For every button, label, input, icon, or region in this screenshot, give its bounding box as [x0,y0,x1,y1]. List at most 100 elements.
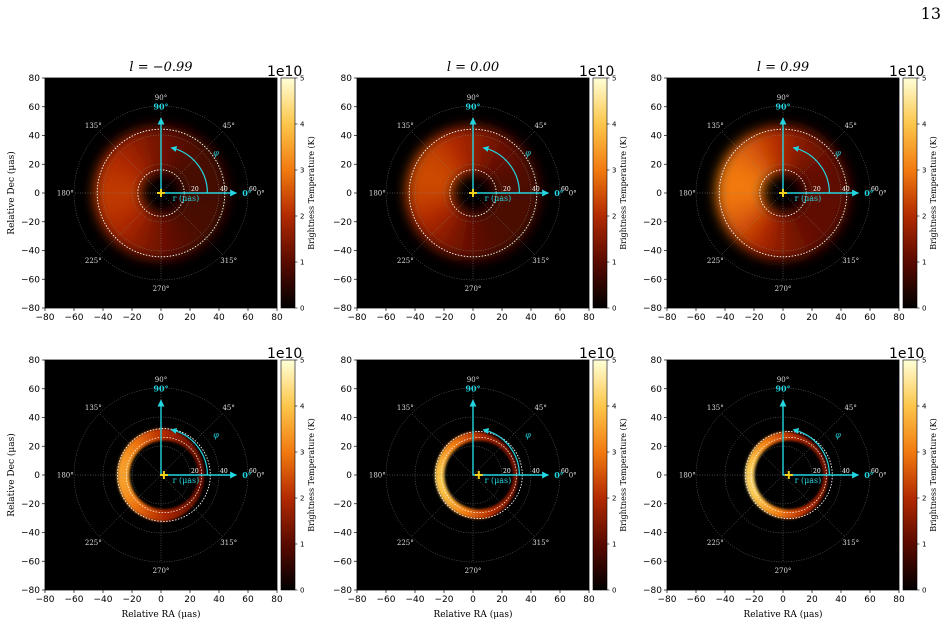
colorbar-tick: 5 [612,357,616,365]
angle-label: 270° [153,567,170,575]
panel-1-1: 90°45°135°180°225°270°315°20 40 60 0°90°0°φ… [333,346,628,620]
y-tick-label: 40 [651,132,663,142]
ring-emission [434,431,518,519]
y-tick-label: 60 [341,103,353,113]
polar-spoke [782,413,845,476]
x-tick-label: −40 [94,313,113,323]
x-tick-label: 0 [158,313,164,323]
panel-0-0: 90°45°135°180°225°270°315°20 40 60 0°90°0°φ… [6,60,316,323]
x-tick-label: 20 [184,313,196,323]
polar-spoke [472,474,535,537]
colorbar-label: Brightness Temperature (K) [929,418,938,532]
x-tick-label: 40 [835,313,847,323]
colorbar-scale: 1e10 [267,64,302,80]
x-tick-label: 60 [554,595,566,605]
angle-label: 135° [397,122,414,130]
colorbar-tick: 3 [612,167,616,175]
colorbar-scale: 1e10 [889,64,924,80]
polar-spoke [160,131,223,194]
y-tick-label: −20 [643,500,662,510]
phi-label: φ [213,430,219,439]
colorbar [902,77,918,309]
colorbar-tick: 1 [612,259,616,267]
colorbar-tick: 2 [922,213,926,221]
right-axis-label: 0° [864,188,874,198]
x-tick-label: −20 [435,313,454,323]
radial-label: 20 [191,468,199,475]
r-label: r (μas) [485,194,512,203]
radial-label: 60 [561,468,569,475]
emission-image: 90° 45° 135° 180° 225° 270° 315° 20 40 60 0° 90° 0° φ… [679,376,887,575]
angle-label: 270° [465,285,482,293]
angle-label-0: 0° [879,472,887,480]
phi-arc [792,145,830,194]
phi-label: φ [213,148,219,157]
y-tick-label: 60 [29,385,41,395]
angle-label: 180° [369,472,386,480]
x-tick-label: −40 [94,595,113,605]
polar-spoke [782,192,845,255]
y-tick-label: 0 [656,471,662,481]
colorbar-tick: 2 [612,213,616,221]
angle-label: 270° [775,285,792,293]
y-tick-label: −60 [333,275,352,285]
y-tick-label: 60 [29,103,41,113]
panels-group: 90°45°135°180°225°270°315°20 40 60 0°90°0°φ… [6,60,938,620]
x-tick-label: −20 [435,595,454,605]
colorbar-tick: 3 [922,167,926,175]
x-tick-label: −40 [716,313,735,323]
angle-label: 225° [85,257,102,265]
colorbar-tick: 1 [612,541,616,549]
colorbar-tick: 5 [300,75,304,83]
y-tick-label: −80 [643,586,662,596]
reference-axes: 90° 0° φ r (μas) [465,384,563,485]
y-tick-label: −20 [333,500,352,510]
y-tick-label: −20 [333,218,352,228]
up-axis-label: 90° [465,102,480,112]
x-tick-label: 0 [470,313,476,323]
colorbar-label: Brightness Temperature (K) [307,136,316,250]
x-tick-label: 40 [525,595,537,605]
x-tick-label: −80 [658,595,677,605]
angle-label: 270° [465,567,482,575]
ring-emission [405,125,541,261]
radial-label: 20 [503,186,511,193]
angle-label: 315° [220,539,237,547]
reference-axes: 90° 0° φ r (μas) [465,102,563,203]
y-tick-label: 0 [34,189,40,199]
right-axis-label: 0° [554,470,564,480]
y-tick-label: 40 [29,132,41,142]
colorbar-tick: 3 [922,449,926,457]
radial-label: 60 [249,186,257,193]
angle-label: 225° [397,539,414,547]
y-tick-label: 60 [651,385,663,395]
radial-label: 40 [532,186,540,193]
angle-label: 315° [842,539,859,547]
x-tick-label: −60 [687,313,706,323]
panel-1-2: 90°45°135°180°225°270°315°20 40 60 0°90°0°φ… [643,346,938,620]
angle-label: 270° [153,285,170,293]
x-tick-label: 20 [184,595,196,605]
colorbar-tick: 0 [612,305,616,313]
y-tick-label: 0 [656,189,662,199]
polar-grid: 90° 45° 135° 180° 225° 270° 315° 20 40 60 0° [369,376,577,575]
y-tick-label: 0 [346,189,352,199]
polar-spoke [160,413,223,476]
emission-image: 90° 45° 135° 180° 225° 270° 315° 20 40 60 0° 90° 0° φ… [57,376,265,575]
y-tick-label: −40 [21,529,40,539]
x-tick-label: 80 [583,595,595,605]
angle-label: 225° [707,539,724,547]
polar-ring [695,387,871,563]
colorbar [902,359,918,591]
panel-title: l = −0.99 [129,60,192,75]
angle-label: 135° [85,122,102,130]
colorbar-tick: 4 [612,121,617,129]
r-label: r (μas) [795,194,822,203]
y-tick-label: −80 [21,304,40,314]
polar-spoke [411,192,474,255]
colorbar-scale: 1e10 [579,64,614,80]
colorbar [280,359,296,591]
x-tick-label: −20 [123,313,142,323]
x-tick-label: −40 [406,313,425,323]
polar-spoke [411,474,474,537]
